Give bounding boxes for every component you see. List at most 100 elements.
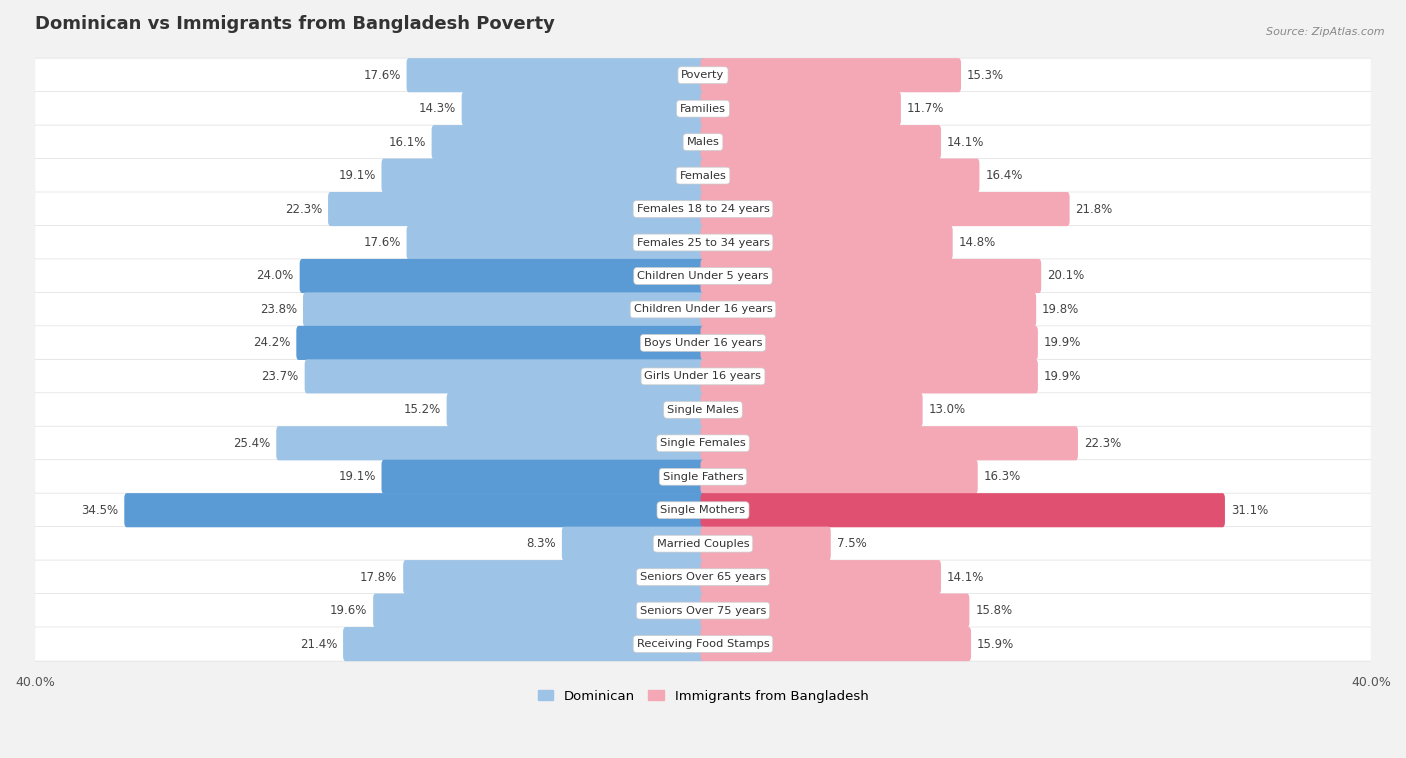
FancyBboxPatch shape [700,125,941,159]
FancyBboxPatch shape [35,627,1371,661]
Text: 19.1%: 19.1% [339,169,375,182]
Text: 22.3%: 22.3% [285,202,322,215]
FancyBboxPatch shape [700,627,972,661]
Text: 24.0%: 24.0% [256,270,294,283]
FancyBboxPatch shape [700,225,953,259]
Text: 21.4%: 21.4% [299,637,337,650]
FancyBboxPatch shape [373,594,706,628]
FancyBboxPatch shape [35,459,1371,493]
FancyBboxPatch shape [297,326,706,360]
Text: Receiving Food Stamps: Receiving Food Stamps [637,639,769,649]
Text: 19.6%: 19.6% [330,604,367,617]
FancyBboxPatch shape [381,158,706,193]
Text: 19.1%: 19.1% [339,470,375,484]
FancyBboxPatch shape [406,58,706,92]
FancyBboxPatch shape [35,92,1371,126]
Text: 20.1%: 20.1% [1047,270,1084,283]
FancyBboxPatch shape [304,293,706,327]
Text: Males: Males [686,137,720,147]
Text: Single Mothers: Single Mothers [661,506,745,515]
Text: 13.0%: 13.0% [928,403,966,416]
FancyBboxPatch shape [406,225,706,259]
FancyBboxPatch shape [35,259,1371,293]
Text: 16.4%: 16.4% [986,169,1022,182]
FancyBboxPatch shape [700,359,1038,393]
Text: Females 25 to 34 years: Females 25 to 34 years [637,237,769,248]
Text: 34.5%: 34.5% [82,504,118,517]
Text: 23.8%: 23.8% [260,303,297,316]
FancyBboxPatch shape [404,560,706,594]
Text: 14.1%: 14.1% [946,136,984,149]
Text: 15.2%: 15.2% [404,403,441,416]
FancyBboxPatch shape [343,627,706,661]
FancyBboxPatch shape [35,426,1371,460]
FancyBboxPatch shape [35,594,1371,628]
FancyBboxPatch shape [432,125,706,159]
Text: 21.8%: 21.8% [1076,202,1112,215]
Text: Poverty: Poverty [682,70,724,80]
FancyBboxPatch shape [305,359,706,393]
FancyBboxPatch shape [276,426,706,460]
Text: 16.3%: 16.3% [984,470,1021,484]
Text: 16.1%: 16.1% [388,136,426,149]
Text: Single Fathers: Single Fathers [662,471,744,482]
FancyBboxPatch shape [35,560,1371,594]
Text: Girls Under 16 years: Girls Under 16 years [644,371,762,381]
FancyBboxPatch shape [35,192,1371,226]
Text: Females 18 to 24 years: Females 18 to 24 years [637,204,769,214]
FancyBboxPatch shape [35,359,1371,393]
Text: 15.8%: 15.8% [976,604,1012,617]
FancyBboxPatch shape [700,426,1078,460]
Text: 19.8%: 19.8% [1042,303,1080,316]
FancyBboxPatch shape [700,560,941,594]
FancyBboxPatch shape [299,259,706,293]
Text: 7.5%: 7.5% [837,537,866,550]
FancyBboxPatch shape [700,293,1036,327]
Text: 17.6%: 17.6% [363,236,401,249]
FancyBboxPatch shape [700,92,901,126]
FancyBboxPatch shape [35,293,1371,327]
FancyBboxPatch shape [700,527,831,561]
FancyBboxPatch shape [35,527,1371,561]
FancyBboxPatch shape [35,125,1371,159]
Text: Source: ZipAtlas.com: Source: ZipAtlas.com [1267,27,1385,36]
Text: Single Females: Single Females [661,438,745,448]
FancyBboxPatch shape [35,58,1371,92]
FancyBboxPatch shape [700,594,969,628]
Text: Dominican vs Immigrants from Bangladesh Poverty: Dominican vs Immigrants from Bangladesh … [35,15,555,33]
Text: Children Under 5 years: Children Under 5 years [637,271,769,281]
FancyBboxPatch shape [461,92,706,126]
Text: 19.9%: 19.9% [1043,337,1081,349]
Text: 15.3%: 15.3% [967,69,1004,82]
FancyBboxPatch shape [700,259,1042,293]
Text: 11.7%: 11.7% [907,102,945,115]
Text: Families: Families [681,104,725,114]
Text: Females: Females [679,171,727,180]
FancyBboxPatch shape [700,393,922,427]
FancyBboxPatch shape [381,459,706,493]
FancyBboxPatch shape [35,225,1371,259]
Text: 14.1%: 14.1% [946,571,984,584]
Text: 17.6%: 17.6% [363,69,401,82]
FancyBboxPatch shape [35,326,1371,360]
Text: Single Males: Single Males [666,405,740,415]
Text: 14.3%: 14.3% [419,102,456,115]
FancyBboxPatch shape [700,158,980,193]
Text: 22.3%: 22.3% [1084,437,1121,449]
FancyBboxPatch shape [124,493,706,528]
Text: 17.8%: 17.8% [360,571,398,584]
Text: 31.1%: 31.1% [1230,504,1268,517]
FancyBboxPatch shape [700,58,962,92]
FancyBboxPatch shape [328,192,706,226]
FancyBboxPatch shape [447,393,706,427]
FancyBboxPatch shape [562,527,706,561]
Legend: Dominican, Immigrants from Bangladesh: Dominican, Immigrants from Bangladesh [533,684,873,708]
FancyBboxPatch shape [700,192,1070,226]
Text: 25.4%: 25.4% [233,437,270,449]
Text: 14.8%: 14.8% [959,236,995,249]
FancyBboxPatch shape [700,326,1038,360]
Text: 23.7%: 23.7% [262,370,299,383]
Text: Seniors Over 65 years: Seniors Over 65 years [640,572,766,582]
Text: 24.2%: 24.2% [253,337,291,349]
FancyBboxPatch shape [35,158,1371,193]
